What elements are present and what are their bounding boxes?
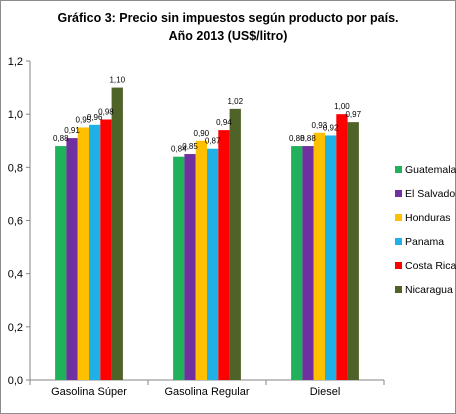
legend-label: El Salvador <box>405 188 456 200</box>
legend-label: Guatemala <box>405 164 456 176</box>
y-tick-label: 0,8 <box>8 162 23 174</box>
data-label: 0,90 <box>194 129 210 138</box>
legend: Guatemala El Salvador Honduras Panama Costa … <box>395 164 456 296</box>
bar <box>77 127 89 380</box>
data-label: 0,87 <box>205 137 221 146</box>
bar <box>218 130 230 380</box>
bar <box>336 114 348 381</box>
data-label: 0,93 <box>312 121 328 130</box>
data-label: 0,96 <box>87 113 103 122</box>
bar <box>229 108 241 380</box>
chart-title-line-2: Año 2013 (US$/litro) <box>168 29 288 43</box>
data-label: 0,95 <box>76 115 92 124</box>
y-tick-label: 0,0 <box>8 375 23 387</box>
bar <box>100 119 112 380</box>
legend-swatch <box>395 214 402 221</box>
data-label: 0,91 <box>64 126 80 135</box>
legend-swatch <box>395 262 402 269</box>
data-label: 0,94 <box>216 118 232 127</box>
chart-title: Gráfico 3: Precio sin impuestos según pr… <box>0 9 456 45</box>
bar <box>313 132 325 380</box>
data-label: 0,88 <box>289 134 305 143</box>
y-tick-label: 1,0 <box>8 109 23 121</box>
legend-label: Panama <box>405 236 444 248</box>
bar <box>325 135 337 380</box>
data-label: 0,92 <box>323 123 339 132</box>
bars <box>55 87 359 381</box>
legend-label: Costa Rica <box>405 260 456 272</box>
data-label: 1,00 <box>334 102 350 111</box>
bar <box>302 146 314 380</box>
bar <box>89 124 101 380</box>
legend-swatch <box>395 238 402 245</box>
y-tick-label: 0,4 <box>8 269 23 281</box>
bar <box>55 146 67 380</box>
data-label: 1,10 <box>109 76 125 85</box>
bar <box>111 87 123 380</box>
data-label: 0,98 <box>98 107 114 116</box>
data-label: 0,88 <box>53 134 69 143</box>
data-label: 0,88 <box>300 134 316 143</box>
axes: 0,0 0,2 0,4 0,6 0,8 1,0 1,2 Gasolina Súper Gasol… <box>8 56 385 398</box>
x-category-label: Diesel <box>310 386 341 398</box>
bar <box>291 146 303 380</box>
y-tick-label: 0,2 <box>8 322 23 334</box>
bar <box>207 148 219 380</box>
x-category-label: Gasolina Súper <box>51 386 127 398</box>
legend-swatch <box>395 286 402 293</box>
x-category-label: Gasolina Regular <box>165 386 250 398</box>
data-label: 0,85 <box>182 142 198 151</box>
legend-swatch <box>395 190 402 197</box>
bar <box>347 122 359 381</box>
legend-swatch <box>395 166 402 173</box>
data-label: 0,97 <box>345 110 361 119</box>
legend-label: Nicaragua <box>405 284 453 296</box>
bar <box>195 140 207 380</box>
legend-label: Honduras <box>405 212 451 224</box>
data-labels: 0,880,910,950,960,981,100,840,850,900,87… <box>53 76 362 154</box>
bar <box>173 156 185 380</box>
bar <box>184 154 196 380</box>
chart-title-line-1: Gráfico 3: Precio sin impuestos según pr… <box>57 11 399 25</box>
data-label: 0,84 <box>171 145 187 154</box>
data-label: 1,02 <box>227 97 243 106</box>
y-tick-label: 0,6 <box>8 216 23 228</box>
y-tick-label: 1,2 <box>8 56 23 68</box>
bar <box>66 138 78 380</box>
